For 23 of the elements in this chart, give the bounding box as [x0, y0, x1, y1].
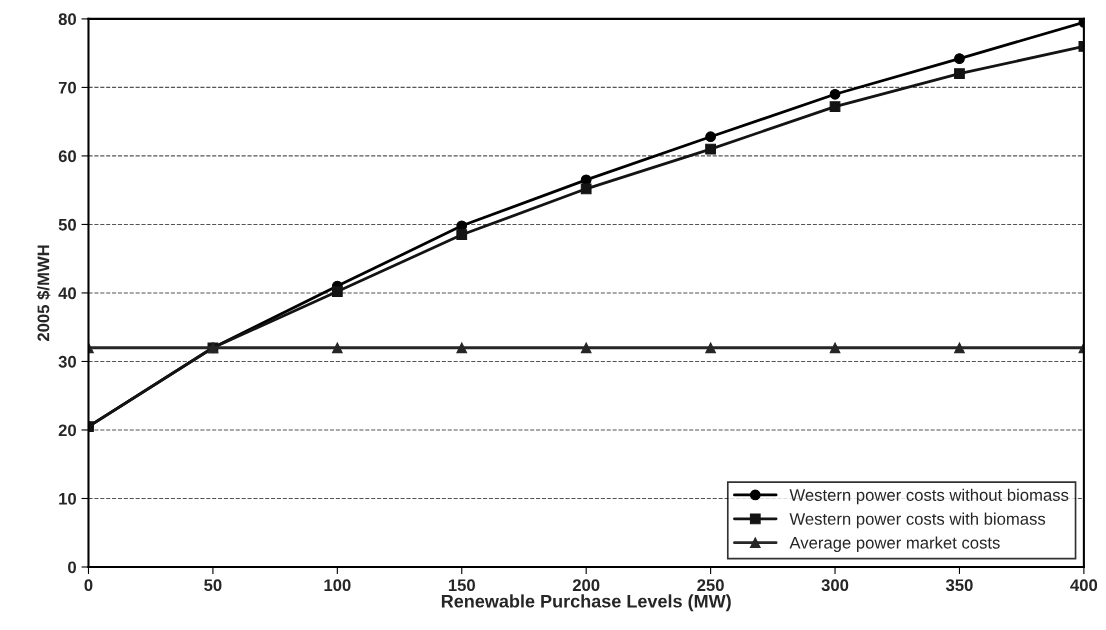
legend-label: Western power costs without biomass — [789, 488, 1069, 505]
y-tick-label: 30 — [58, 355, 76, 368]
y-tick-label: 60 — [58, 150, 76, 163]
x-tick-label: 100 — [324, 579, 351, 592]
y-tick-label: 40 — [58, 287, 76, 300]
y-tick-label: 50 — [58, 218, 76, 231]
x-tick-label: 350 — [945, 579, 973, 592]
x-tick-label: 0 — [84, 579, 93, 592]
x-tick-label: 150 — [448, 579, 475, 592]
y-tick-label: 70 — [58, 81, 76, 94]
x-tick-label: 400 — [1070, 579, 1098, 592]
y-axis-title: 2005 $/MWH — [36, 245, 51, 341]
x-tick-label: 200 — [572, 579, 600, 592]
x-tick-label: 300 — [821, 579, 849, 592]
x-tick-label: 50 — [204, 579, 222, 592]
y-tick-label: 0 — [68, 561, 76, 574]
y-tick-label: 80 — [58, 13, 76, 26]
x-tick-label: 250 — [697, 579, 724, 592]
y-tick-label: 20 — [58, 424, 76, 437]
x-axis-title: Renewable Purchase Levels (MW) — [441, 594, 731, 612]
y-tick-label: 10 — [59, 492, 76, 505]
legend-label: Average power market costs — [789, 536, 1000, 552]
legend-label: Western power costs with biomass — [789, 512, 1046, 529]
